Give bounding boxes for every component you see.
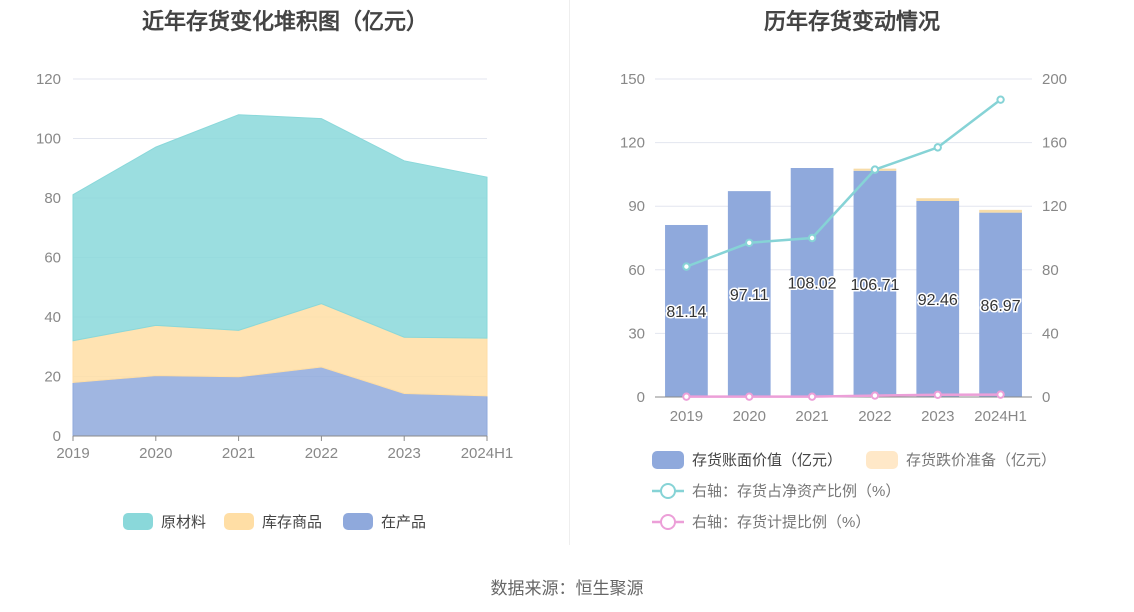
line-point — [682, 392, 691, 401]
y-tick-label: 100 — [36, 131, 61, 148]
bar-book-value — [665, 224, 708, 397]
area-series — [72, 114, 488, 342]
x-tick-label: 2022 — [858, 408, 891, 425]
legend-swatch — [866, 451, 898, 469]
left-chart-title: 近年存货变化堆积图（亿元） — [141, 9, 428, 34]
line-point — [996, 390, 1005, 399]
legend-marker — [660, 514, 676, 530]
right-chart-title: 历年存货变动情况 — [763, 9, 940, 34]
line-point — [807, 233, 817, 243]
x-tick-label: 2020 — [139, 445, 172, 462]
y-tick-label: 80 — [44, 190, 61, 207]
x-tick-label: 2020 — [733, 408, 766, 425]
legend-label: 存货跌价准备（亿元） — [906, 452, 1056, 469]
y2-tick-label: 80 — [1042, 262, 1059, 279]
stacked-area-chart: 0 20 40 60 80 100 120 2019 2020 2021 2022 2023 2024H… — [36, 71, 514, 531]
legend-swatch — [224, 513, 254, 530]
y2-tick-label: 120 — [1042, 198, 1067, 215]
y-tick-label: 90 — [628, 198, 645, 215]
line-net-asset-ratio — [685, 98, 1002, 268]
x-tick-label: 2022 — [305, 445, 338, 462]
bar-impairment-reserve — [979, 209, 1022, 213]
line-point — [933, 390, 942, 399]
line-point — [870, 165, 880, 174]
bar-value-label: 86.97 — [981, 298, 1021, 315]
y2-tick-label: 40 — [1042, 325, 1059, 342]
bar-value-label: 81.14 — [666, 304, 706, 321]
y-tick-label: 30 — [628, 325, 645, 342]
bar-book-value — [727, 191, 771, 397]
y2-tick-label: 160 — [1042, 135, 1067, 152]
y2-tick-label: 0 — [1042, 389, 1050, 406]
y-tick-label: 60 — [44, 250, 61, 267]
x-tick-label: 2019 — [670, 408, 703, 425]
line-point — [745, 392, 754, 401]
legend-label: 原材料 — [161, 514, 206, 531]
bar-line-combo-chart: 0 30 60 90 120 150 0 40 80 120 160 200 81.14 97.11 108… — [620, 71, 1067, 531]
line-point — [870, 391, 880, 400]
x-tick-label: 2023 — [921, 408, 954, 425]
data-source-footer: 数据来源：恒生聚源 — [490, 579, 644, 598]
legend-swatch — [123, 513, 153, 530]
line-point — [807, 392, 817, 401]
line-provision-ratio — [686, 393, 1001, 398]
y2-tick-label: 200 — [1042, 71, 1067, 88]
legend-label: 右轴：存货占净资产比例（%） — [692, 483, 900, 500]
line-point — [996, 95, 1005, 104]
legend-swatch — [343, 513, 373, 530]
legend-marker — [660, 483, 676, 499]
bar-book-value — [853, 170, 897, 397]
y-tick-label: 120 — [620, 135, 645, 152]
left-chart-panel: 近年存货变化堆积图（亿元） 0 20 40 60 80 100 120 2019 2020 202… — [0, 0, 570, 560]
bar-impairment-reserve — [916, 198, 960, 201]
bar-value-label: 106.71 — [850, 277, 899, 294]
bar-book-value — [979, 212, 1022, 397]
y-tick-label: 40 — [44, 309, 61, 326]
y-tick-label: 0 — [637, 389, 645, 406]
legend-label: 右轴：存货计提比例（%） — [692, 514, 870, 531]
legend-label: 存货账面价值（亿元） — [692, 452, 842, 469]
y-tick-label: 20 — [44, 369, 61, 386]
line-point — [745, 238, 754, 247]
x-tick-label: 2023 — [388, 445, 421, 462]
line-point — [933, 143, 942, 152]
bar-book-value — [916, 200, 960, 397]
x-tick-label: 2024H1 — [461, 445, 514, 462]
x-tick-label: 2021 — [795, 408, 828, 425]
legend-label: 库存商品 — [262, 514, 322, 531]
bar-value-label: 97.11 — [730, 287, 769, 304]
line-point — [682, 262, 691, 271]
right-chart-panel: 历年存货变动情况 0 30 60 90 120 150 0 40 80 120 160 200 81.1… — [570, 0, 1134, 560]
y-tick-label: 150 — [620, 71, 645, 88]
y-tick-label: 120 — [36, 71, 61, 88]
legend-label: 在产品 — [381, 514, 426, 531]
panel-divider — [569, 0, 570, 545]
y-tick-label: 60 — [628, 262, 645, 279]
x-tick-label: 2021 — [222, 445, 255, 462]
bar-value-label: 92.46 — [918, 292, 958, 309]
legend-swatch — [652, 451, 684, 469]
x-tick-label: 2024H1 — [974, 408, 1027, 425]
bar-value-label: 108.02 — [788, 275, 837, 292]
y-tick-label: 0 — [53, 428, 61, 445]
x-tick-label: 2019 — [56, 445, 89, 462]
bar-book-value — [790, 167, 834, 397]
